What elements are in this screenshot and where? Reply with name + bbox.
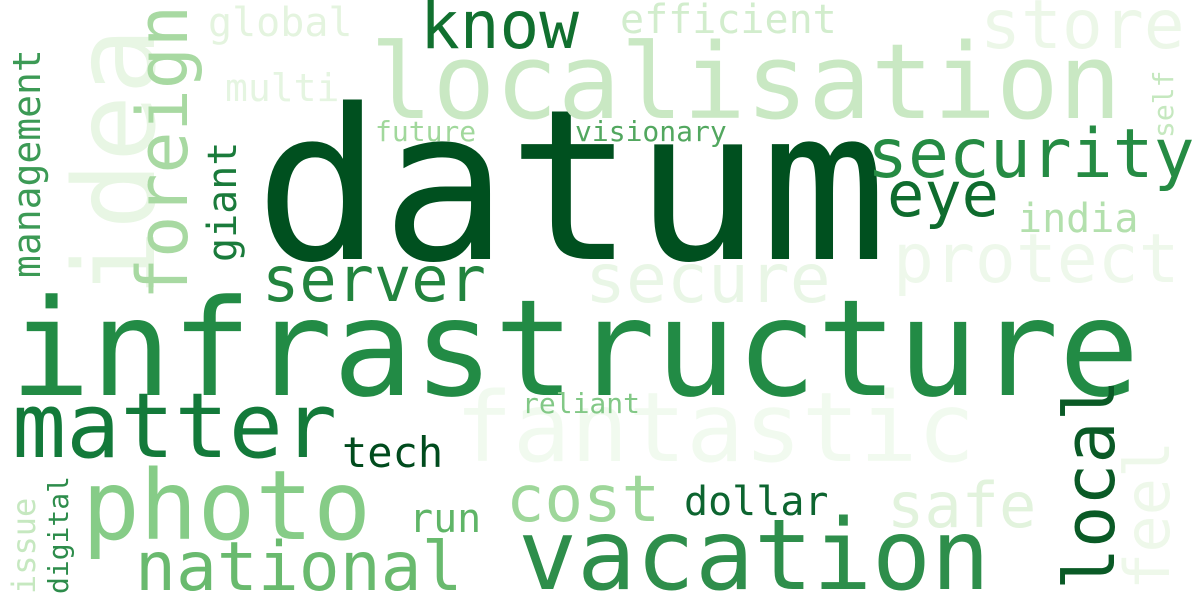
word-know: know [420,0,579,64]
word-photo: photo [82,450,371,562]
word-visionary: visionary [575,115,727,148]
word-security: security [867,115,1195,194]
word-global: global [208,0,353,46]
word-feel: feel [1111,440,1184,590]
word-management: management [5,49,49,278]
word-eye: eye [887,158,999,231]
word-foreign: foreign [122,4,204,300]
word-protect: protect [893,220,1180,299]
word-tech: tech [342,428,444,477]
word-fantastic: fantastic [455,372,976,484]
word-dollar: dollar [684,479,829,525]
word-vacation: vacation [518,499,991,600]
word-server: server [262,243,486,316]
word-india: india [1018,196,1139,242]
word-infrastructure: infrastructure [10,271,1140,427]
word-giant: giant [200,141,246,262]
word-run: run [409,496,482,542]
word-self: self [1147,70,1180,138]
word-cost: cost [506,463,661,537]
word-reliant: reliant [522,387,641,420]
word-localisation: localisation [370,21,1122,143]
word-secure: secure [585,240,831,319]
word-efficient: efficient [620,0,837,43]
word-datum: datum [255,64,888,309]
word-digital: digital [42,475,75,594]
word-multi: multi [225,66,340,110]
word-matter: matter [12,374,338,479]
word-national: national [135,528,463,600]
word-issue: issue [5,497,43,594]
word-future: future [375,115,477,148]
word-safe: safe [887,469,1037,542]
word-store: store [980,0,1185,65]
